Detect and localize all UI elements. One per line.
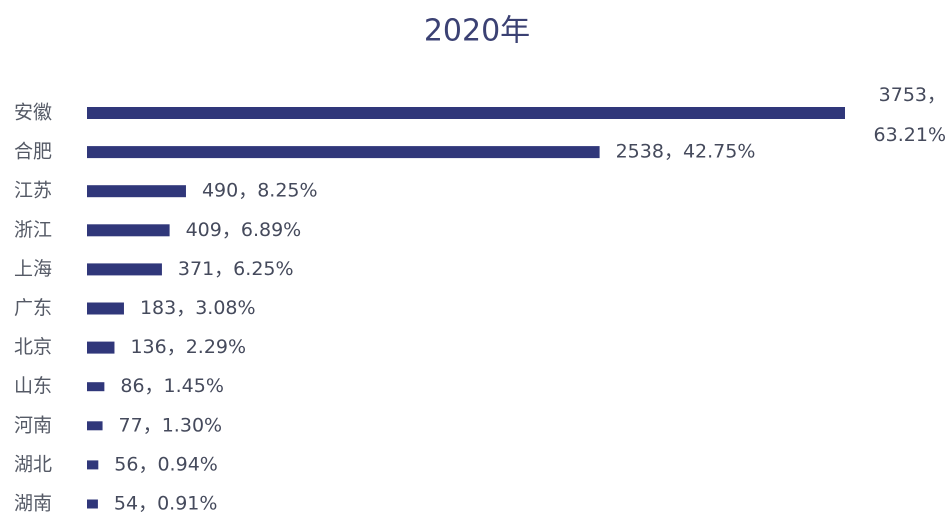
bar: [87, 185, 186, 198]
category-label: 合肥: [14, 141, 52, 163]
category-label: 广东: [14, 297, 52, 319]
bar: [87, 499, 98, 509]
category-label: 湖南: [14, 493, 52, 515]
value-label: 490，8.25%: [202, 180, 318, 202]
value-label: 77，1.30%: [119, 414, 223, 436]
value-label: 183，3.08%: [140, 297, 256, 319]
value-label: 56，0.94%: [114, 453, 218, 475]
category-label: 北京: [14, 336, 52, 358]
value-label-line: 63.21%: [874, 124, 946, 146]
bar: [87, 224, 170, 237]
value-label: 2538，42.75%: [616, 141, 756, 163]
value-label: 136，2.29%: [130, 336, 246, 358]
bar: [87, 382, 105, 392]
bar: [87, 460, 99, 470]
value-label: 54，0.91%: [114, 493, 218, 515]
bar: [87, 302, 124, 315]
bar: [87, 107, 845, 119]
value-label: 371，6.25%: [178, 258, 294, 280]
bar: [87, 421, 103, 431]
category-label: 浙江: [14, 219, 52, 241]
category-label: 江苏: [14, 180, 52, 202]
value-label-line: 3753，: [879, 84, 946, 106]
category-label: 上海: [14, 258, 52, 280]
category-label: 湖北: [14, 453, 52, 475]
bar: [87, 341, 115, 354]
category-label: 河南: [14, 414, 52, 436]
value-label: 86，1.45%: [120, 375, 224, 397]
chart-title: 2020年: [424, 14, 530, 49]
value-label: 3753， 63.21%: [874, 84, 946, 146]
bar: [87, 263, 162, 276]
category-label: 安徽: [14, 102, 52, 124]
bar: [87, 146, 600, 159]
category-label: 山东: [14, 375, 52, 397]
value-label: 409，6.89%: [186, 219, 302, 241]
